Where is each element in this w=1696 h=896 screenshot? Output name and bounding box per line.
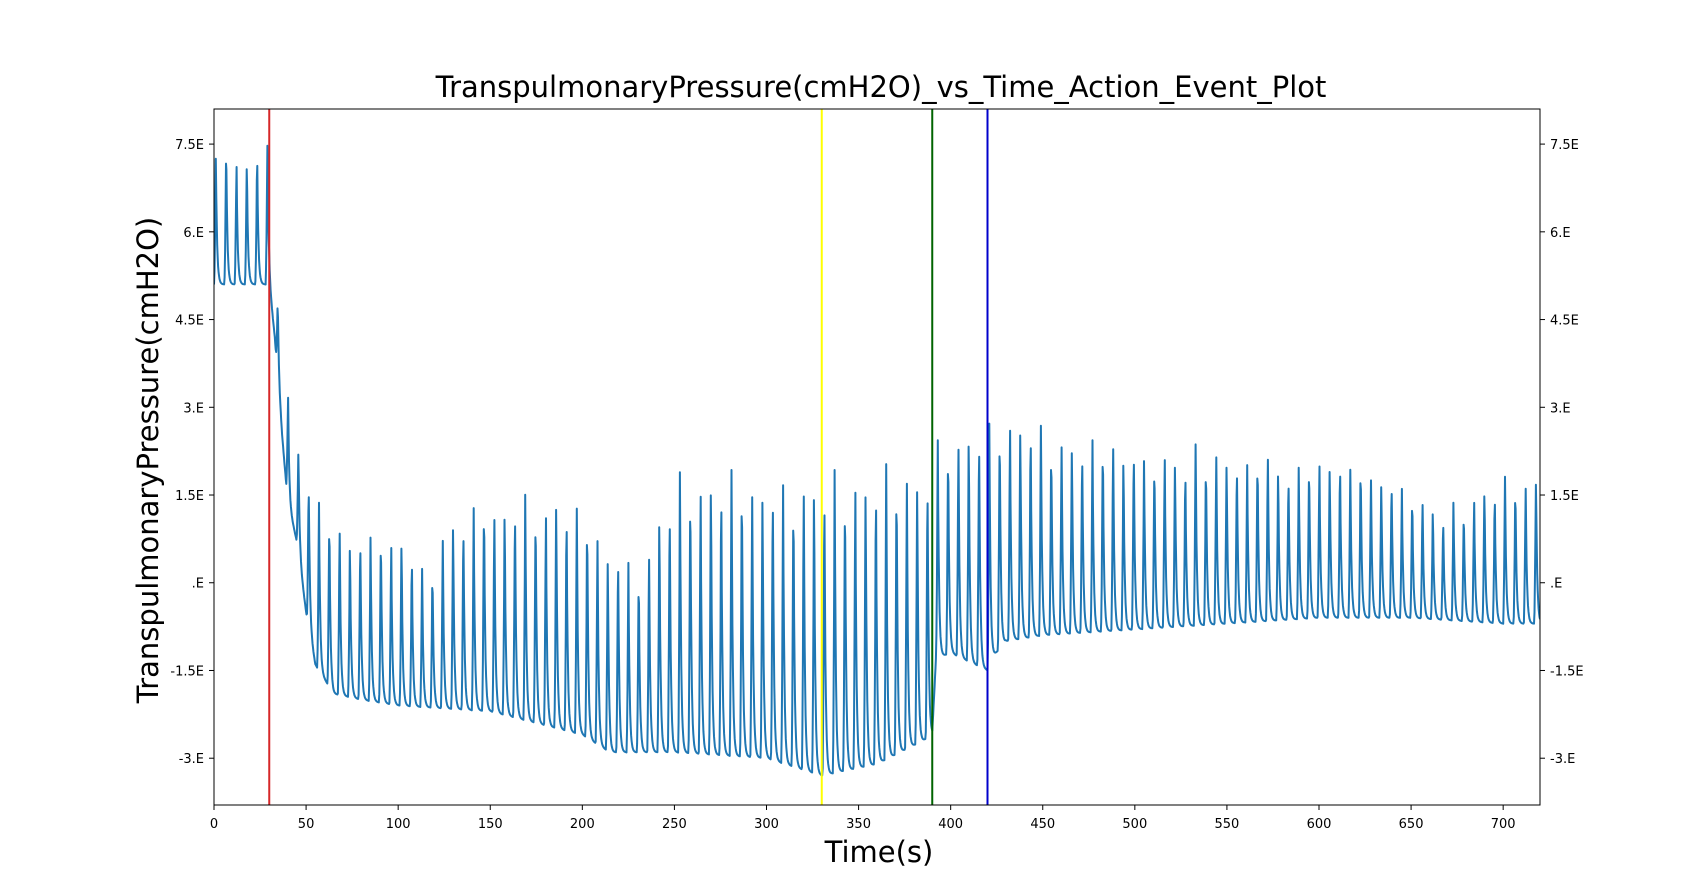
x-tick-label: 150 (478, 817, 503, 832)
y-tick-label-left: -1.5E (170, 664, 204, 679)
y-tick-label-left: 4.5E (175, 314, 204, 329)
x-tick-label: 500 (1122, 817, 1147, 832)
x-tick-label: 550 (1215, 817, 1240, 832)
y-tick-label-right: -3.E (1550, 752, 1575, 767)
x-tick-label: 50 (298, 817, 315, 832)
y-tick-label-left: 3.E (183, 401, 204, 416)
x-axis-label: Time(s) (824, 835, 934, 869)
y-tick-label-left: .E (192, 577, 204, 592)
x-tick-label: 300 (754, 817, 779, 832)
x-tick-label: 200 (570, 817, 595, 832)
y-axis-label: TranspulmonaryPressure(cmH2O) (131, 217, 165, 704)
y-tick-label-left: -3.E (179, 752, 204, 767)
y-tick-label-left: 7.5E (175, 138, 204, 153)
x-tick-label: 650 (1399, 817, 1424, 832)
axes: 0 50 100 150 200 250 300 350 400 450 500 550 600 650 7… (170, 108, 1584, 832)
y-tick-label-left: 1.5E (175, 489, 204, 504)
y-tick-label-right: 3.E (1550, 401, 1571, 416)
x-tick-label: 600 (1307, 817, 1332, 832)
x-tick-label: 700 (1491, 817, 1516, 832)
y-tick-label-right: 4.5E (1550, 314, 1579, 329)
chart-title: TranspulmonaryPressure(cmH2O)_vs_Time_Ac… (435, 70, 1327, 104)
plot-area (214, 109, 1540, 805)
y-tick-label-right: .E (1550, 577, 1562, 592)
y-tick-label-right: 6.E (1550, 226, 1571, 241)
x-tick-label: 250 (662, 817, 687, 832)
y-tick-label-right: 7.5E (1550, 138, 1579, 153)
x-tick-label: 0 (210, 817, 218, 832)
y-tick-label-right: -1.5E (1550, 664, 1584, 679)
x-tick-label: 350 (846, 817, 871, 832)
x-tick-label: 450 (1030, 817, 1055, 832)
x-tick-label: 100 (386, 817, 411, 832)
x-tick-label: 400 (938, 817, 963, 832)
plot-frame (213, 108, 1541, 806)
y-tick-label-left: 6.E (183, 226, 204, 241)
pressure-series-line (214, 144, 1540, 777)
y-tick-label-right: 1.5E (1550, 489, 1579, 504)
